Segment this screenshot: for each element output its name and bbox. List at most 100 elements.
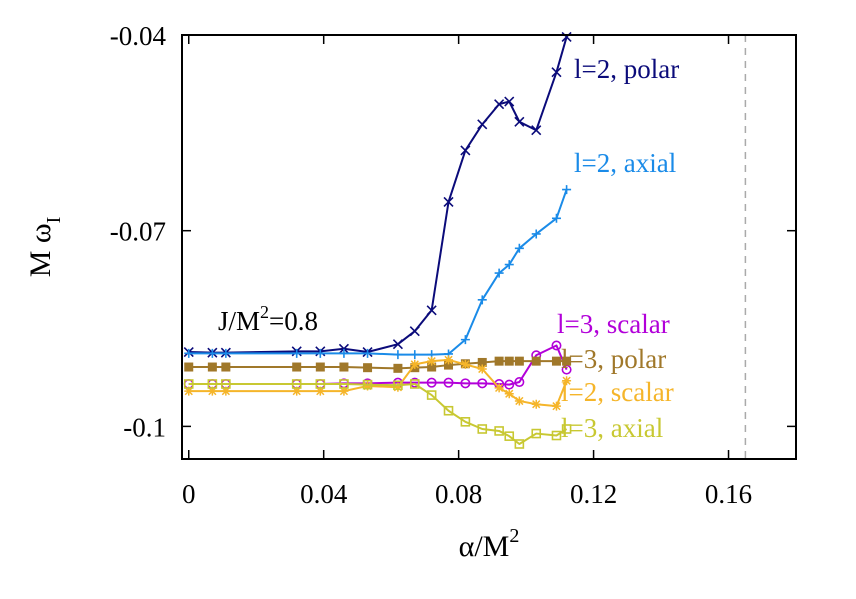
data-point	[221, 362, 231, 372]
data-point	[514, 377, 525, 388]
y-axis-title-subscript: I	[43, 217, 65, 224]
data-point	[477, 364, 487, 374]
data-point	[207, 362, 217, 372]
series-l-2-scalar	[184, 355, 572, 411]
data-point	[551, 213, 561, 223]
data-point	[292, 362, 302, 372]
data-point	[514, 116, 525, 127]
data-point	[221, 379, 231, 389]
annotation-main: J/M	[218, 306, 260, 336]
data-point	[444, 355, 454, 365]
data-point	[207, 348, 217, 358]
data-point	[562, 376, 572, 386]
x-axis-title: α/M2	[459, 525, 520, 563]
x-tick-label: 0.04	[300, 479, 348, 509]
series-label: l=3, axial	[561, 413, 663, 443]
data-point	[504, 96, 515, 107]
data-point	[339, 348, 349, 358]
data-point	[531, 399, 541, 409]
series-line	[188, 382, 568, 445]
annotation-value: =0.8	[269, 306, 318, 336]
ticks-layer: 0 0.04 0.08 0.12 0.16 -0.04 -0.07 -0.1	[110, 21, 796, 509]
data-point	[183, 379, 194, 389]
data-point	[562, 185, 572, 195]
series-layer	[183, 31, 572, 449]
data-point	[184, 362, 194, 372]
data-point	[363, 348, 373, 358]
y-tick-label: -0.07	[110, 217, 166, 247]
data-point	[393, 363, 403, 373]
data-point	[460, 359, 470, 369]
data-point	[291, 379, 302, 389]
series-label: l=3, scalar	[557, 309, 670, 339]
series-l-3-axial	[183, 379, 572, 449]
data-point	[184, 348, 194, 358]
plot-frame	[181, 34, 797, 460]
data-point	[221, 386, 231, 396]
data-point	[504, 260, 514, 270]
data-point	[494, 383, 504, 393]
x-tick-label: 0	[182, 479, 196, 509]
series-label: l=2, scalar	[561, 377, 674, 407]
data-point	[221, 348, 231, 358]
data-point	[504, 431, 515, 441]
data-point	[494, 99, 505, 110]
data-point	[363, 381, 373, 391]
data-point	[460, 378, 471, 389]
data-point	[292, 348, 302, 358]
data-point	[551, 67, 562, 78]
x-axis-title-superscript: 2	[509, 525, 519, 547]
data-point	[426, 305, 437, 316]
data-point	[494, 268, 504, 278]
data-point	[338, 343, 349, 354]
data-point	[514, 396, 524, 406]
data-point	[339, 386, 349, 396]
data-point	[207, 379, 218, 389]
data-point	[551, 340, 562, 351]
data-point	[427, 356, 437, 366]
data-point	[443, 377, 454, 388]
x-tick-label: 0.08	[435, 479, 482, 509]
data-point	[504, 389, 514, 399]
data-point	[551, 356, 561, 366]
series-l-3-polar	[184, 356, 572, 373]
data-point	[477, 295, 487, 305]
data-point	[561, 31, 572, 43]
data-point	[514, 243, 524, 253]
data-point	[363, 363, 373, 373]
data-point	[494, 356, 504, 366]
series-labels-layer: l=2, polar l=2, axial l=3, scalar l=3, pola…	[557, 54, 679, 443]
data-point	[362, 379, 373, 390]
data-point	[504, 356, 514, 366]
data-point	[477, 424, 488, 434]
data-point	[531, 356, 541, 366]
data-point	[477, 378, 488, 389]
data-point	[393, 382, 403, 392]
y-tick-label: -0.1	[123, 412, 166, 442]
data-point	[460, 417, 471, 427]
data-point	[410, 359, 420, 369]
data-point	[393, 350, 403, 360]
data-point	[460, 145, 471, 156]
series-label: l=2, axial	[574, 148, 676, 178]
y-tick-label: -0.04	[110, 21, 167, 51]
data-point	[409, 379, 420, 389]
data-point	[531, 125, 542, 136]
data-point	[207, 386, 217, 396]
data-point	[339, 379, 349, 389]
series-label: l=3, polar	[561, 344, 666, 374]
data-point	[184, 386, 194, 396]
data-point	[504, 379, 515, 390]
data-point	[531, 229, 541, 239]
data-point	[443, 405, 454, 416]
data-point	[551, 401, 561, 411]
data-point	[426, 390, 437, 400]
data-point	[443, 196, 454, 208]
data-point	[477, 119, 488, 130]
data-point	[339, 362, 349, 372]
data-point	[562, 356, 572, 366]
series-label: l=2, polar	[574, 54, 679, 84]
data-point	[292, 386, 302, 396]
parameter-annotation: J/M2=0.8	[218, 302, 318, 336]
